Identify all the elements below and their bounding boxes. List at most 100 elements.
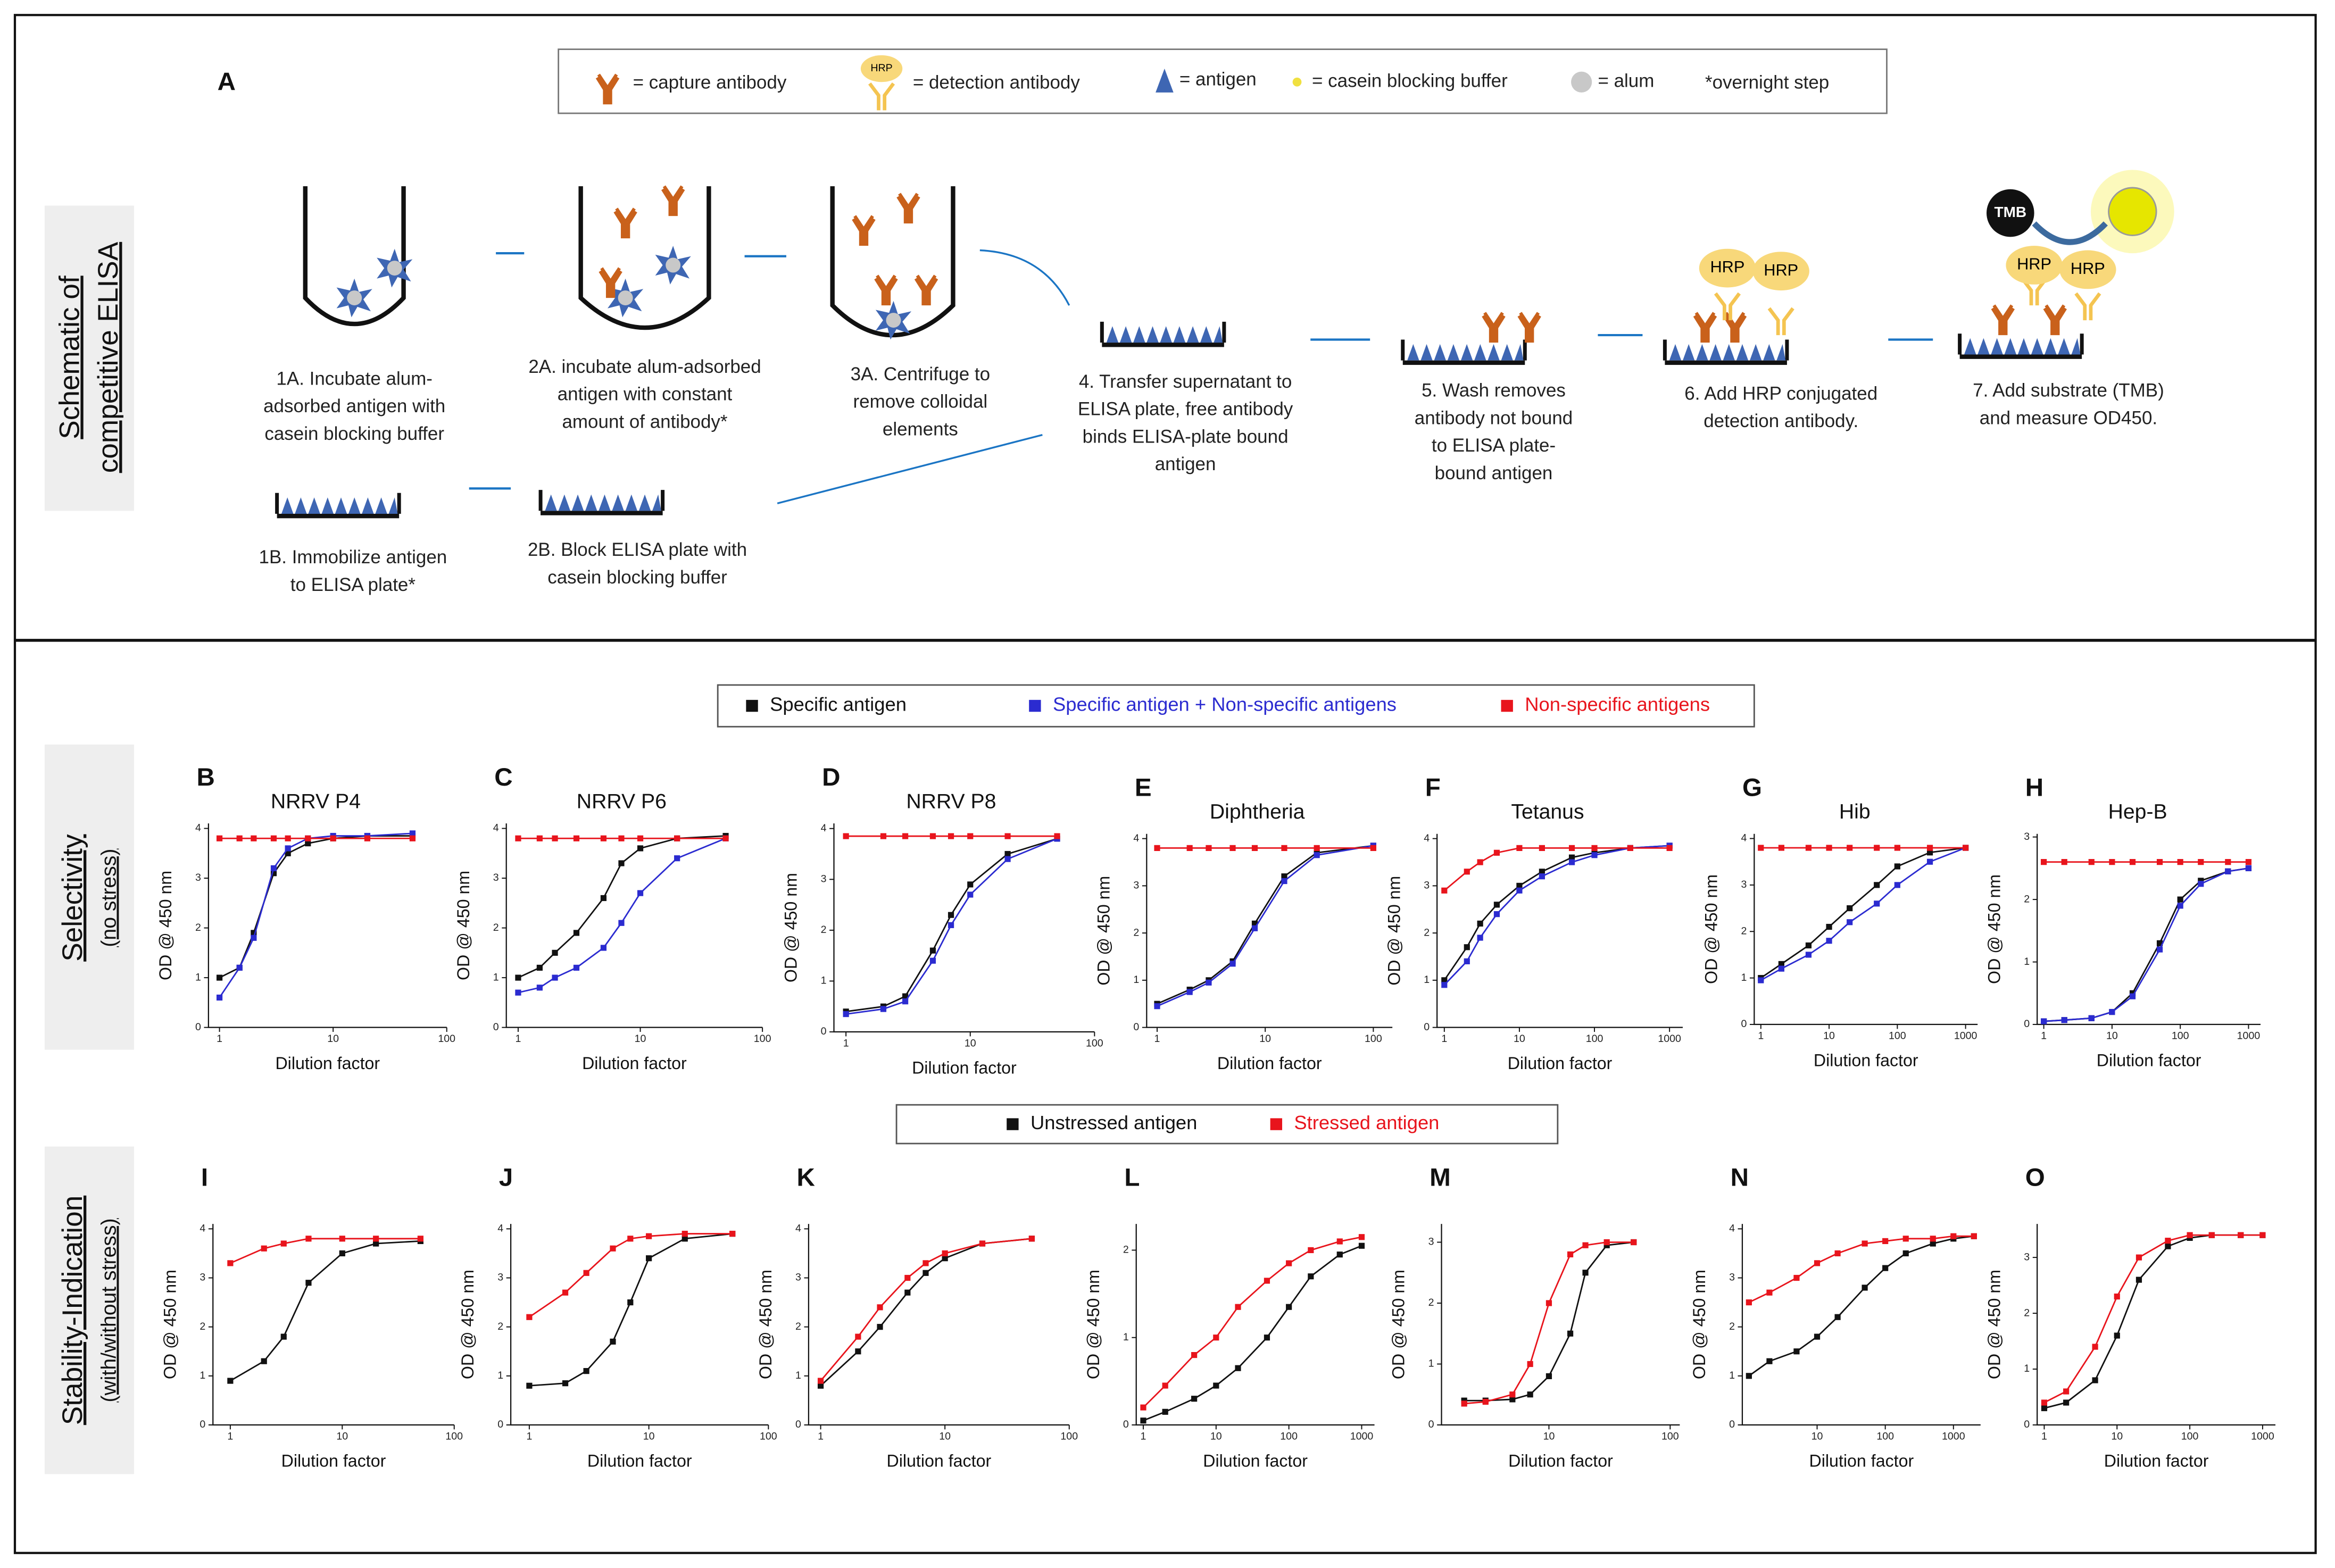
legend-marker	[1007, 1118, 1019, 1130]
data-point	[682, 1230, 688, 1237]
y-tick-label: 0	[1133, 1021, 1139, 1033]
data-point	[1746, 1299, 1752, 1306]
data-point	[627, 1236, 634, 1242]
data-point	[583, 1368, 589, 1374]
step-text: to ELISA plate*	[290, 574, 416, 595]
y-tick-label: 0	[2024, 1018, 2030, 1030]
data-point	[1286, 1260, 1292, 1266]
data-point	[904, 1289, 911, 1296]
x-tick-label: 100	[1586, 1033, 1603, 1045]
data-point	[855, 1333, 861, 1340]
data-point	[1441, 982, 1448, 988]
step-text: to ELISA plate-	[1432, 435, 1556, 456]
data-point	[1666, 845, 1673, 851]
data-point	[2225, 859, 2231, 865]
data-point	[880, 1006, 887, 1012]
data-point	[270, 865, 277, 871]
x-tick-label: 1	[1758, 1030, 1764, 1042]
data-point	[1286, 1304, 1292, 1310]
data-point	[1545, 1300, 1552, 1306]
series-line	[529, 1233, 733, 1387]
data-point	[1539, 873, 1545, 880]
data-point	[2156, 859, 2163, 865]
x-tick-label: 100	[1876, 1431, 1894, 1442]
data-point	[1778, 845, 1784, 851]
legend-text: Specific antigen + Non-specific antigens	[1053, 694, 1397, 715]
y-tick-label: 2	[1729, 1321, 1735, 1332]
x-tick-label: 10	[1259, 1033, 1271, 1045]
data-point	[2063, 1388, 2070, 1395]
y-tick-label: 3	[195, 872, 201, 883]
x-axis-label: Dilution factor	[1809, 1451, 1914, 1470]
legend	[717, 684, 1755, 728]
data-point	[1281, 873, 1287, 880]
data-point	[618, 920, 625, 926]
data-point	[1862, 1240, 1868, 1247]
series-line	[1748, 1235, 1974, 1377]
series-line	[2044, 1234, 2263, 1409]
chart-title: Diphtheria	[1210, 800, 1305, 823]
data-point	[902, 998, 909, 1005]
y-tick-label: 2	[2024, 1307, 2030, 1319]
y-tick-label: 2	[200, 1321, 205, 1332]
data-point	[1493, 911, 1500, 918]
data-point	[305, 840, 311, 847]
y-tick-label: 1	[2024, 1363, 2030, 1374]
y-tick-label: 1	[493, 971, 499, 983]
chart-title: NRRV P6	[577, 790, 667, 813]
data-point	[902, 833, 909, 839]
data-point	[526, 1382, 533, 1389]
data-point	[682, 1236, 688, 1242]
x-axis-label: Dilution factor	[275, 1054, 380, 1073]
data-point	[967, 891, 974, 898]
x-axis-label: Dilution factor	[2104, 1451, 2209, 1470]
x-tick-label: 1000	[2237, 1030, 2261, 1042]
legend-text: Specific antigen	[770, 694, 907, 715]
data-point	[600, 945, 607, 951]
x-tick-label: 1	[516, 1033, 521, 1045]
x-tick-label: 1000	[1350, 1431, 1374, 1442]
data-point	[1539, 845, 1545, 851]
x-tick-label: 100	[438, 1033, 455, 1045]
elisa-plate	[1102, 322, 1224, 347]
data-point	[877, 1324, 883, 1330]
icon	[1292, 77, 1302, 87]
data-point	[1154, 845, 1160, 851]
data-point	[646, 1233, 652, 1239]
data-point	[364, 835, 371, 841]
y-tick-label: 0	[497, 1419, 503, 1430]
y-tick-label: 4	[195, 822, 201, 834]
y-tick-label: 2	[1741, 925, 1747, 937]
step-text: antigen	[1155, 454, 1216, 474]
data-point	[330, 835, 336, 841]
data-point	[1516, 887, 1523, 894]
row-label-box	[44, 1146, 134, 1474]
step-text: amount of antibody*	[562, 411, 727, 432]
data-point	[2156, 940, 2163, 946]
elisa-plate	[1665, 339, 1787, 365]
data-point	[1336, 1238, 1343, 1245]
icon	[860, 55, 903, 82]
y-axis-label: OD @ 450 nm	[1984, 874, 2004, 984]
x-tick-label: 10	[1210, 1431, 1222, 1442]
data-point	[227, 1260, 234, 1266]
data-point	[843, 1011, 849, 1017]
data-point	[2088, 1015, 2095, 1021]
panel-letter: B	[196, 763, 214, 791]
y-axis-label: OD @ 450 nm	[1094, 876, 1113, 986]
x-axis-label: Dilution factor	[1508, 1451, 1613, 1470]
y-tick-label: 1	[1729, 1370, 1735, 1381]
row-label: (with/without stress)	[97, 1218, 120, 1402]
y-tick-label: 4	[497, 1223, 503, 1235]
data-point	[817, 1382, 824, 1389]
panel-letter: I	[201, 1164, 208, 1192]
data-point	[1213, 1335, 1219, 1341]
icon	[1694, 313, 1715, 343]
data-point	[1627, 845, 1633, 851]
schematic-drawing	[303, 186, 1933, 504]
data-point	[409, 830, 416, 837]
y-tick-label: 3	[200, 1272, 205, 1283]
series-line	[845, 838, 1058, 1015]
data-point	[1631, 1239, 1637, 1246]
data-point	[251, 835, 257, 841]
